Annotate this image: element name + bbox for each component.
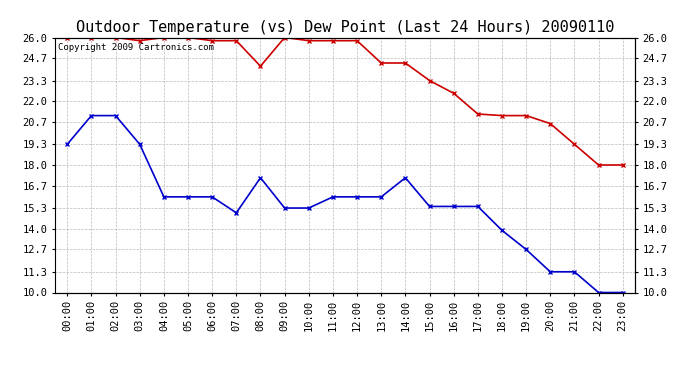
- Title: Outdoor Temperature (vs) Dew Point (Last 24 Hours) 20090110: Outdoor Temperature (vs) Dew Point (Last…: [76, 20, 614, 35]
- Text: Copyright 2009 Cartronics.com: Copyright 2009 Cartronics.com: [58, 43, 214, 52]
